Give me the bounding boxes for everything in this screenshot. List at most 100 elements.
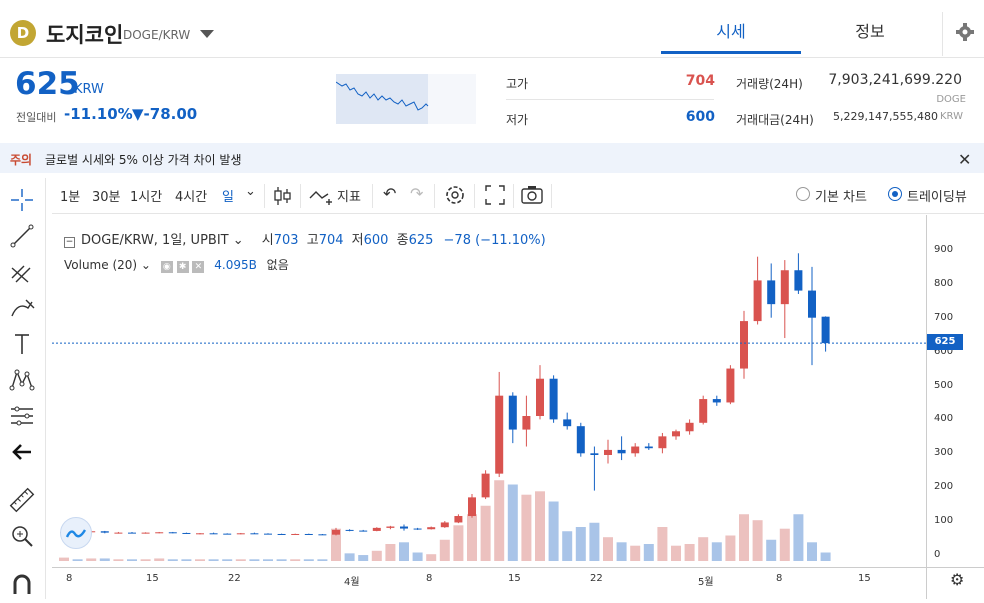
- trend-line-icon[interactable]: [8, 222, 36, 250]
- interval-1h[interactable]: 1시간: [130, 190, 163, 205]
- volume-unit: DOGE: [936, 94, 966, 105]
- candlestick-type-icon[interactable]: [270, 184, 294, 208]
- text-tool-icon[interactable]: [8, 330, 36, 358]
- candle-body: [114, 532, 123, 534]
- tab-info[interactable]: 정보: [855, 22, 885, 41]
- price-axis[interactable]: [926, 215, 984, 567]
- candle-body: [536, 378, 544, 417]
- volume-bar: [276, 559, 287, 561]
- pitchfork-icon[interactable]: [8, 258, 36, 286]
- interval-dropdown-icon[interactable]: ⌄: [245, 184, 256, 199]
- volume-value: 7,903,241,699.220: [828, 72, 962, 88]
- tradingview-logo-icon[interactable]: [60, 517, 92, 549]
- remove-icon[interactable]: ✕: [192, 261, 205, 273]
- price-axis-tick: 100: [934, 515, 954, 527]
- price-axis-tick: 500: [934, 379, 954, 391]
- price-axis-tick: 200: [934, 481, 954, 493]
- volume-bar: [711, 542, 722, 561]
- crosshair-icon[interactable]: [8, 186, 36, 214]
- separator: [372, 184, 373, 208]
- candle-body: [372, 527, 381, 531]
- candle-body: [549, 378, 558, 420]
- zoom-in-icon[interactable]: [8, 522, 36, 550]
- volume-bar: [507, 484, 518, 561]
- volume-bar: [548, 501, 559, 561]
- settings-icon[interactable]: ✱: [176, 261, 189, 273]
- drawing-toolbar: [0, 178, 46, 599]
- basic-chart-radio[interactable]: [796, 187, 810, 201]
- interval-30m[interactable]: 30분: [92, 190, 121, 205]
- volume-bar: [222, 559, 233, 561]
- candlestick-chart[interactable]: [52, 215, 984, 599]
- chart-area[interactable]: [52, 215, 984, 599]
- volume-bar: [127, 559, 137, 561]
- volume-bar: [657, 527, 668, 561]
- candle-body: [196, 533, 204, 535]
- redo-icon[interactable]: ↷: [410, 184, 424, 203]
- candle-body: [440, 522, 449, 528]
- axis-settings-icon[interactable]: ⚙: [950, 570, 965, 589]
- candle-body: [427, 527, 436, 530]
- high-label: 고가: [506, 77, 529, 91]
- chart-settings-icon[interactable]: [443, 183, 467, 207]
- brush-icon[interactable]: [8, 294, 36, 322]
- magnet-icon[interactable]: [8, 570, 36, 598]
- volume-label[interactable]: Volume (20): [64, 258, 138, 272]
- legend-symbol[interactable]: DOGE/KRW, 1일, UPBIT: [81, 233, 229, 248]
- interval-4h[interactable]: 4시간: [175, 190, 208, 205]
- candle-body: [454, 516, 463, 523]
- pattern-icon[interactable]: [8, 366, 36, 394]
- ruler-icon[interactable]: [8, 486, 36, 514]
- time-axis-tick: 15: [146, 573, 159, 584]
- settings-gear-icon[interactable]: [942, 12, 984, 56]
- symbol-dropdown-icon[interactable]: ⌄: [228, 233, 244, 248]
- volume-bar: [793, 514, 804, 561]
- visibility-icon[interactable]: ◉: [160, 261, 173, 273]
- arrow-left-icon[interactable]: [8, 438, 36, 466]
- undo-icon[interactable]: ↶: [383, 184, 397, 203]
- candle-body: [563, 419, 572, 427]
- volume-bar: [439, 539, 450, 561]
- candle-body: [617, 449, 626, 454]
- camera-icon[interactable]: [520, 183, 544, 207]
- tab-price[interactable]: 시세: [661, 10, 801, 54]
- collapse-icon[interactable]: −: [64, 237, 75, 248]
- notice-close-icon[interactable]: ✕: [958, 150, 972, 169]
- header: [0, 0, 984, 58]
- price-axis-tick: 300: [934, 447, 954, 459]
- candle-body: [495, 395, 504, 474]
- candle-body: [168, 532, 177, 534]
- notice-text: 글로벌 시세와 5% 이상 가격 차이 발생: [45, 153, 242, 167]
- axis-corner: [926, 567, 984, 599]
- volume-bar: [494, 480, 505, 561]
- time-axis-tick: 15: [858, 573, 871, 584]
- candle-body: [740, 321, 748, 369]
- interval-1m[interactable]: 1분: [60, 190, 81, 205]
- indicator-icon[interactable]: [308, 184, 334, 208]
- volume-bar: [467, 514, 477, 561]
- notice-tag: 주의: [10, 153, 33, 167]
- candle-body: [767, 280, 776, 305]
- candle-body: [250, 533, 259, 535]
- volume-bar: [412, 552, 423, 561]
- interval-1d[interactable]: 일: [222, 190, 234, 205]
- tradingview-label: 트레이딩뷰: [907, 190, 967, 205]
- candle-body: [699, 399, 708, 423]
- tradingview-radio[interactable]: [888, 187, 902, 201]
- volume-bar: [344, 553, 355, 561]
- volume-legend: Volume (20) ⌄ ◉ ✱ ✕ 4.095B 없음: [64, 256, 289, 273]
- price-axis-tick: 400: [934, 413, 954, 425]
- price-axis-tick: 0: [934, 549, 941, 560]
- candle-body: [332, 529, 340, 535]
- candle-body: [400, 526, 408, 529]
- volume-bar: [140, 559, 151, 561]
- indicator-button[interactable]: 지표: [337, 190, 361, 205]
- measure-levels-icon[interactable]: [8, 402, 36, 430]
- fullscreen-icon[interactable]: [483, 183, 507, 207]
- separator: [551, 184, 552, 208]
- divider: [506, 99, 714, 100]
- candle-body: [644, 446, 653, 449]
- coin-dropdown-caret-icon[interactable]: [200, 30, 214, 38]
- volume-dropdown-icon[interactable]: ⌄: [137, 258, 155, 272]
- candle-body: [821, 316, 830, 344]
